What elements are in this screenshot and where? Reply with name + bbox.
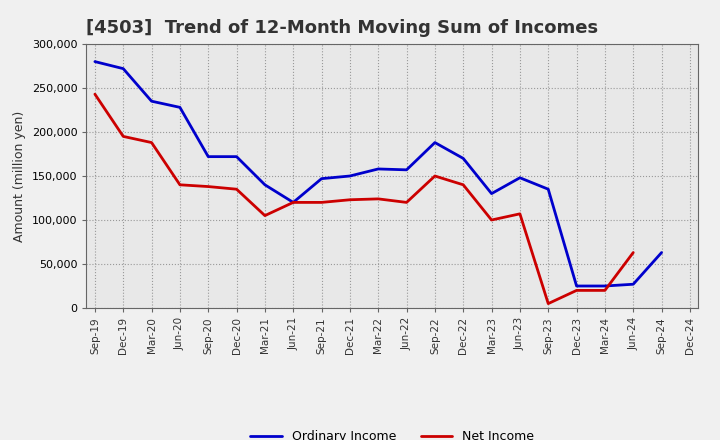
Ordinary Income [119, 66, 127, 71]
Ordinary Income [374, 166, 382, 172]
Legend: Ordinary Income, Net Income: Ordinary Income, Net Income [246, 425, 539, 440]
Net Income [402, 200, 411, 205]
Ordinary Income [629, 282, 637, 287]
Net Income [204, 184, 212, 189]
Net Income [374, 196, 382, 202]
Net Income [233, 187, 241, 192]
Y-axis label: Amount (million yen): Amount (million yen) [13, 110, 26, 242]
Ordinary Income [346, 173, 354, 179]
Net Income [176, 182, 184, 187]
Net Income [572, 288, 581, 293]
Net Income [431, 173, 439, 179]
Ordinary Income [402, 167, 411, 172]
Net Income [600, 288, 609, 293]
Net Income [459, 182, 467, 187]
Ordinary Income [487, 191, 496, 196]
Net Income [516, 211, 524, 216]
Ordinary Income [431, 140, 439, 145]
Ordinary Income [261, 182, 269, 187]
Ordinary Income [233, 154, 241, 159]
Net Income [289, 200, 297, 205]
Net Income [91, 92, 99, 97]
Net Income [318, 200, 326, 205]
Ordinary Income [318, 176, 326, 181]
Ordinary Income [289, 200, 297, 205]
Ordinary Income [176, 105, 184, 110]
Ordinary Income [91, 59, 99, 64]
Net Income [261, 213, 269, 218]
Net Income [544, 301, 552, 306]
Ordinary Income [459, 156, 467, 161]
Ordinary Income [657, 250, 666, 255]
Ordinary Income [572, 283, 581, 289]
Net Income [346, 197, 354, 202]
Net Income [119, 134, 127, 139]
Ordinary Income [204, 154, 212, 159]
Ordinary Income [544, 187, 552, 192]
Net Income [629, 250, 637, 255]
Line: Ordinary Income: Ordinary Income [95, 62, 662, 286]
Line: Net Income: Net Income [95, 94, 633, 304]
Ordinary Income [600, 283, 609, 289]
Net Income [148, 140, 156, 145]
Net Income [487, 217, 496, 223]
Ordinary Income [148, 99, 156, 104]
Ordinary Income [516, 175, 524, 180]
Text: [4503]  Trend of 12-Month Moving Sum of Incomes: [4503] Trend of 12-Month Moving Sum of I… [86, 19, 598, 37]
